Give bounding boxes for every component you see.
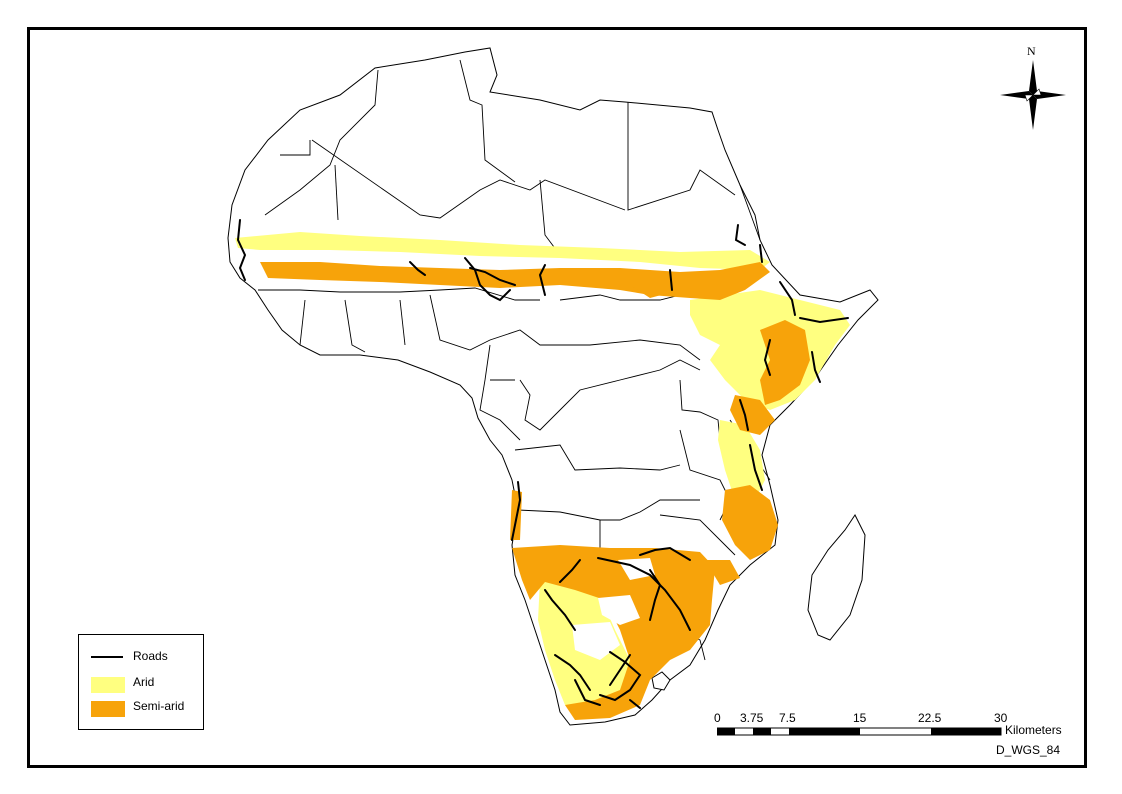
semi-arid-swatch bbox=[91, 701, 125, 717]
arid-swatch bbox=[91, 677, 125, 693]
scale-tick-4: 22.5 bbox=[918, 711, 942, 725]
compass-rose-icon bbox=[1000, 60, 1066, 130]
scale-tick-2: 7.5 bbox=[779, 711, 796, 725]
roads-swatch-icon bbox=[91, 656, 123, 658]
legend-label-arid: Arid bbox=[133, 675, 155, 689]
map-legend: Roads Arid Semi-arid bbox=[78, 634, 204, 730]
scale-tick-0: 0 bbox=[714, 711, 721, 725]
north-label: N bbox=[1027, 44, 1036, 58]
scale-tick-1: 3.75 bbox=[740, 711, 764, 725]
madagascar bbox=[807, 514, 866, 641]
datum-label: D_WGS_84 bbox=[996, 743, 1061, 757]
legend-label-roads: Roads bbox=[133, 649, 168, 663]
africa-landmass bbox=[227, 47, 879, 726]
scale-unit: Kilometers bbox=[1005, 723, 1062, 737]
roads bbox=[236, 219, 849, 709]
scale-tick-3: 15 bbox=[853, 711, 867, 725]
lesotho bbox=[651, 671, 671, 691]
legend-label-semi-arid: Semi-arid bbox=[133, 699, 185, 713]
scale-tick-5: 30 bbox=[994, 711, 1008, 725]
scale-bar-graphic bbox=[717, 727, 1002, 736]
